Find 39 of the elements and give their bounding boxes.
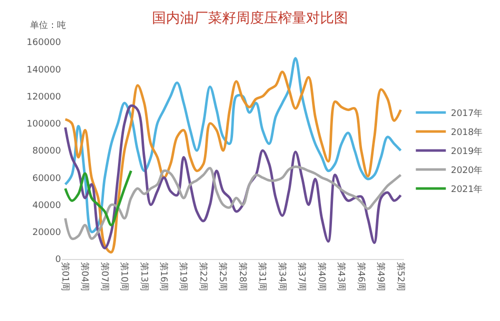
- line-series: [64, 70, 402, 254]
- x-tick-label: 第46周: [355, 262, 366, 292]
- line-series: [64, 166, 402, 240]
- y-tick-label: 20000: [32, 228, 62, 238]
- text: 单位：吨: [30, 20, 66, 31]
- x-tick-label: 第31周: [256, 262, 268, 292]
- line-series: [64, 170, 132, 226]
- x-tick-label: 第34周: [276, 262, 288, 292]
- legend-label: 2020年: [450, 165, 483, 176]
- x-tick-label: 第22周: [197, 262, 208, 292]
- legend-label: 2019年: [450, 146, 483, 158]
- legend-label: 2018年: [450, 127, 483, 138]
- x-tick-label: 第04周: [79, 262, 90, 292]
- x-tick-label: 第07周: [98, 262, 110, 292]
- legend-label: 2017年: [450, 108, 483, 120]
- y-tick-label: 80000: [32, 146, 62, 157]
- x-tick-label: 第37周: [296, 262, 308, 292]
- x-tick-label: 第28周: [236, 262, 248, 292]
- x-tick-label: 第40周: [316, 262, 327, 292]
- x-tick-label: 第13周: [138, 262, 150, 292]
- y-tick-label: 140000: [26, 65, 62, 76]
- line-series: [64, 104, 402, 250]
- x-tick-label: 第19周: [178, 262, 189, 292]
- x-tick-label: 第25周: [217, 262, 228, 292]
- x-tick-label: 第43周: [336, 262, 347, 292]
- x-tick-label: 第01周: [59, 262, 70, 292]
- x-tick-label: 第16周: [158, 262, 170, 292]
- legend-label: 2021年: [450, 184, 483, 196]
- y-tick-label: 100000: [26, 120, 62, 130]
- x-tick-label: 第10周: [118, 262, 130, 292]
- x-tick-label: 第52周: [394, 262, 406, 292]
- y-tick-label: 120000: [26, 92, 62, 102]
- y-tick-label: 60000: [32, 174, 62, 184]
- y-tick-label: 160000: [26, 38, 62, 48]
- y-tick-label: 0: [55, 255, 62, 266]
- y-tick-label: 40000: [32, 200, 62, 211]
- x-tick-label: 第49周: [375, 262, 386, 292]
- line-series: [64, 57, 402, 234]
- chart-title: 国内油厂菜籽周度压榨量对比图: [152, 10, 348, 27]
